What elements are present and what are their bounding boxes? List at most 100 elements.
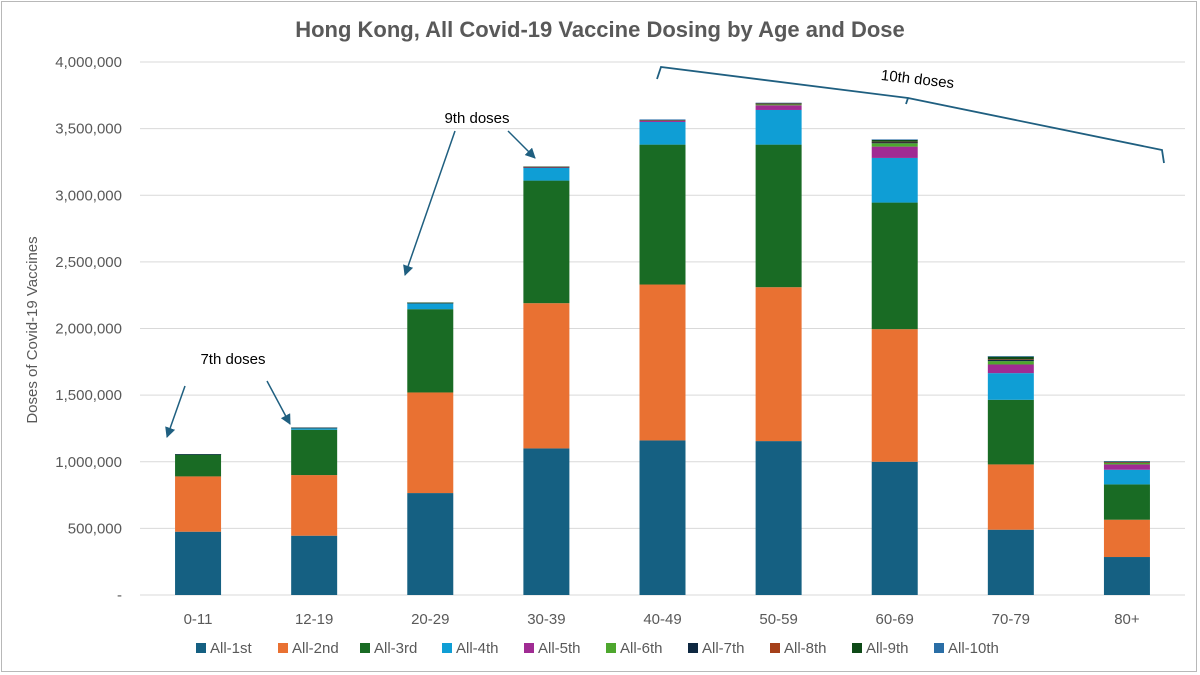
bar-20-29-All-2nd — [407, 392, 454, 494]
chart-title: Hong Kong, All Covid-19 Vaccine Dosing b… — [295, 17, 905, 42]
annotation-arrow-9th-right — [507, 130, 536, 159]
bar-12-19-All-7th — [291, 427, 338, 429]
bar-70-79-All-3rd — [987, 399, 1034, 465]
legend-swatch-All-4th — [442, 643, 452, 653]
bar-40-49-All-10th — [639, 119, 686, 121]
x-tick-label-40-49: 40-49 — [643, 611, 681, 628]
y-tick-label-0: - — [117, 587, 122, 604]
annotation-arrow-9th-left — [403, 130, 456, 276]
y-tick-label-8: 4,000,000 — [55, 54, 122, 71]
legend-label-All-8th: All-8th — [784, 640, 827, 657]
bar-40-49-All-2nd — [639, 284, 686, 441]
legend-label-All-3rd: All-3rd — [374, 640, 417, 657]
bar-40-49-All-5th — [639, 120, 686, 122]
legend-label-All-7th: All-7th — [702, 640, 745, 657]
bar-40-49-All-4th — [639, 121, 686, 145]
x-tick-label-0-11: 0-11 — [184, 611, 213, 628]
bar-40-49-All-1st — [639, 440, 686, 595]
annotation-bracket-10th — [656, 66, 1165, 164]
y-tick-label-6: 3,000,000 — [55, 187, 122, 204]
bar-20-29-All-3rd — [407, 309, 454, 393]
annotation-10th-doses: 10th doses — [880, 67, 955, 92]
legend-swatch-All-6th — [606, 643, 616, 653]
bar-12-19-All-2nd — [291, 475, 338, 536]
bar-80+-All-6th — [1103, 462, 1150, 465]
bar-30-39-All-5th — [523, 167, 570, 168]
y-tick-label-5: 2,500,000 — [55, 254, 122, 271]
bar-0-11-All-1st — [175, 531, 222, 595]
legend-swatch-All-10th — [934, 643, 944, 653]
y-axis-label: Doses of Covid-19 Vaccines — [24, 236, 41, 423]
bar-50-59-All-6th — [755, 104, 802, 106]
bar-30-39-All-1st — [523, 448, 570, 595]
bar-70-79-All-6th — [987, 361, 1034, 365]
annotation-arrow-7th-right — [266, 380, 291, 425]
legend-swatch-All-3rd — [360, 643, 370, 653]
bar-80+-All-4th — [1103, 469, 1150, 485]
annotations: 7th doses 9th doses 10th doses — [165, 66, 1165, 438]
legend-swatch-All-1st — [196, 643, 206, 653]
bar-20-29-All-1st — [407, 493, 454, 595]
legend-swatch-All-5th — [524, 643, 534, 653]
bar-60-69-All-6th — [871, 143, 918, 147]
x-tick-label-20-29: 20-29 — [411, 611, 449, 628]
y-tick-label-2: 1,000,000 — [55, 454, 122, 471]
bar-70-79-All-7th — [987, 359, 1034, 362]
bar-50-59-All-3rd — [755, 144, 802, 288]
bar-12-19-All-4th — [291, 427, 338, 430]
bar-30-39-All-2nd — [523, 303, 570, 449]
bar-30-39-All-3rd — [523, 180, 570, 304]
legend-label-All-4th: All-4th — [456, 640, 499, 657]
bar-70-79-All-10th — [987, 356, 1034, 357]
bar-60-69-All-4th — [871, 157, 918, 203]
bar-80+-All-2nd — [1103, 519, 1150, 558]
legend-swatch-All-7th — [688, 643, 698, 653]
bar-60-69-All-8th — [871, 141, 918, 143]
y-tick-label-3: 1,500,000 — [55, 387, 122, 404]
legend: All-1st All-2nd All-3rd All-4th All-5th All-6… — [196, 640, 999, 657]
x-tick-label-70-79: 70-79 — [992, 611, 1030, 628]
bar-0-11-All-2nd — [175, 476, 222, 532]
bar-20-29-All-4th — [407, 303, 454, 310]
y-tick-label-7: 3,500,000 — [55, 121, 122, 138]
legend-label-All-10th: All-10th — [948, 640, 999, 657]
x-tick-label-30-39: 30-39 — [527, 611, 565, 628]
bar-70-79-All-2nd — [987, 464, 1034, 530]
legend-label-All-6th: All-6th — [620, 640, 663, 657]
y-tick-label-4: 2,000,000 — [55, 321, 122, 338]
bar-60-69-All-3rd — [871, 202, 918, 330]
legend-swatch-All-9th — [852, 643, 862, 653]
legend-swatch-All-8th — [770, 643, 780, 653]
annotation-9th-doses: 9th doses — [444, 110, 509, 127]
bar-30-39-All-9th — [523, 166, 570, 168]
x-tick-label-60-69: 60-69 — [876, 611, 914, 628]
bar-50-59-All-1st — [755, 441, 802, 595]
bar-40-49-All-3rd — [639, 144, 686, 285]
bar-0-11-All-7th — [175, 454, 222, 455]
x-tick-label-80+: 80+ — [1114, 611, 1140, 628]
x-tick-label-50-59: 50-59 — [759, 611, 797, 628]
annotation-7th-doses: 7th doses — [200, 351, 265, 368]
bar-80+-All-5th — [1103, 464, 1150, 470]
legend-swatch-All-2nd — [278, 643, 288, 653]
bar-12-19-All-1st — [291, 535, 338, 595]
bar-30-39-All-4th — [523, 167, 570, 181]
bar-50-59-All-4th — [755, 109, 802, 145]
bar-80+-All-10th — [1103, 461, 1150, 462]
bar-60-69-All-10th — [871, 139, 918, 141]
bar-80+-All-1st — [1103, 557, 1150, 595]
bar-12-19-All-3rd — [291, 429, 338, 476]
bar-70-79-All-9th — [987, 356, 1034, 360]
legend-label-All-1st: All-1st — [210, 640, 253, 657]
bar-60-69-All-7th — [871, 141, 918, 144]
bar-60-69-All-2nd — [871, 329, 918, 462]
y-axis-ticks: - 500,000 1,000,000 1,500,000 2,000,000 2,500… — [55, 54, 122, 604]
x-tick-label-12-19: 12-19 — [295, 611, 333, 628]
bar-20-29-All-9th — [407, 302, 454, 304]
bar-70-79-All-8th — [987, 359, 1034, 360]
bars — [175, 102, 1150, 595]
legend-label-All-9th: All-9th — [866, 640, 909, 657]
bar-50-59-All-2nd — [755, 287, 802, 442]
